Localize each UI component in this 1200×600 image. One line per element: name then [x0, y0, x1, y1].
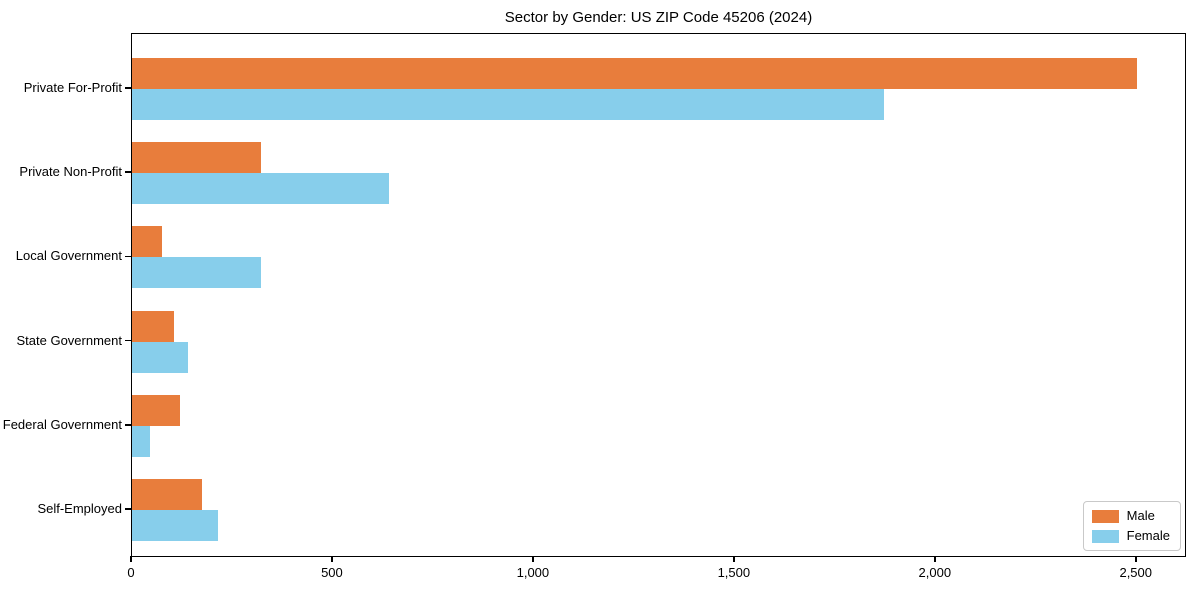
male-bar	[132, 226, 163, 258]
y-tick-mark	[125, 255, 131, 258]
x-tick-label: 1,500	[717, 565, 751, 580]
male-bar	[132, 58, 1137, 89]
y-axis-label: Private For-Profit	[23, 80, 122, 95]
x-tick-label: 2,000	[918, 565, 952, 580]
x-tick-label: 0	[127, 565, 135, 580]
y-axis-label: Private Non-Profit	[19, 164, 122, 180]
legend-label-male: Male	[1126, 508, 1155, 523]
y-tick-mark	[125, 171, 131, 173]
x-tick-mark	[331, 556, 333, 562]
female-bar	[132, 173, 390, 205]
legend: Male Female	[1082, 501, 1181, 551]
legend-item-female: Female	[1091, 528, 1170, 543]
x-tick-mark	[733, 556, 735, 562]
legend-item-male: Male	[1091, 508, 1170, 523]
legend-label-female: Female	[1126, 528, 1170, 543]
female-bar	[132, 89, 884, 120]
y-tick-mark	[125, 87, 131, 89]
x-tick-mark	[1135, 556, 1137, 562]
x-tick-label: 2,500	[1119, 565, 1153, 580]
y-tick-mark	[125, 339, 131, 342]
y-tick-mark	[125, 508, 131, 510]
male-bar	[132, 479, 203, 510]
chart-title: Sector by Gender: US ZIP Code 45206 (202…	[504, 9, 813, 26]
female-bar	[132, 510, 219, 541]
y-axis-label: Federal Government	[2, 416, 122, 432]
x-tick-label: 1,000	[516, 565, 550, 580]
y-axis-label: Self-Employed	[37, 501, 122, 516]
female-bar	[132, 341, 189, 373]
male-bar	[132, 310, 175, 342]
x-tick-mark	[130, 556, 132, 562]
y-tick-mark	[125, 424, 131, 426]
male-bar	[132, 394, 181, 426]
legend-swatch-female-icon	[1091, 529, 1119, 543]
legend-swatch-male-icon	[1091, 509, 1119, 523]
y-axis-label: Local Government	[15, 248, 122, 264]
y-axis-label: State Government	[16, 332, 123, 348]
plot-area: Male Female	[131, 33, 1186, 557]
female-bar	[132, 425, 151, 457]
x-tick-mark	[934, 556, 936, 562]
male-bar	[132, 142, 261, 174]
x-tick-mark	[532, 556, 534, 562]
female-bar	[132, 257, 261, 289]
x-tick-label: 500	[321, 565, 343, 580]
